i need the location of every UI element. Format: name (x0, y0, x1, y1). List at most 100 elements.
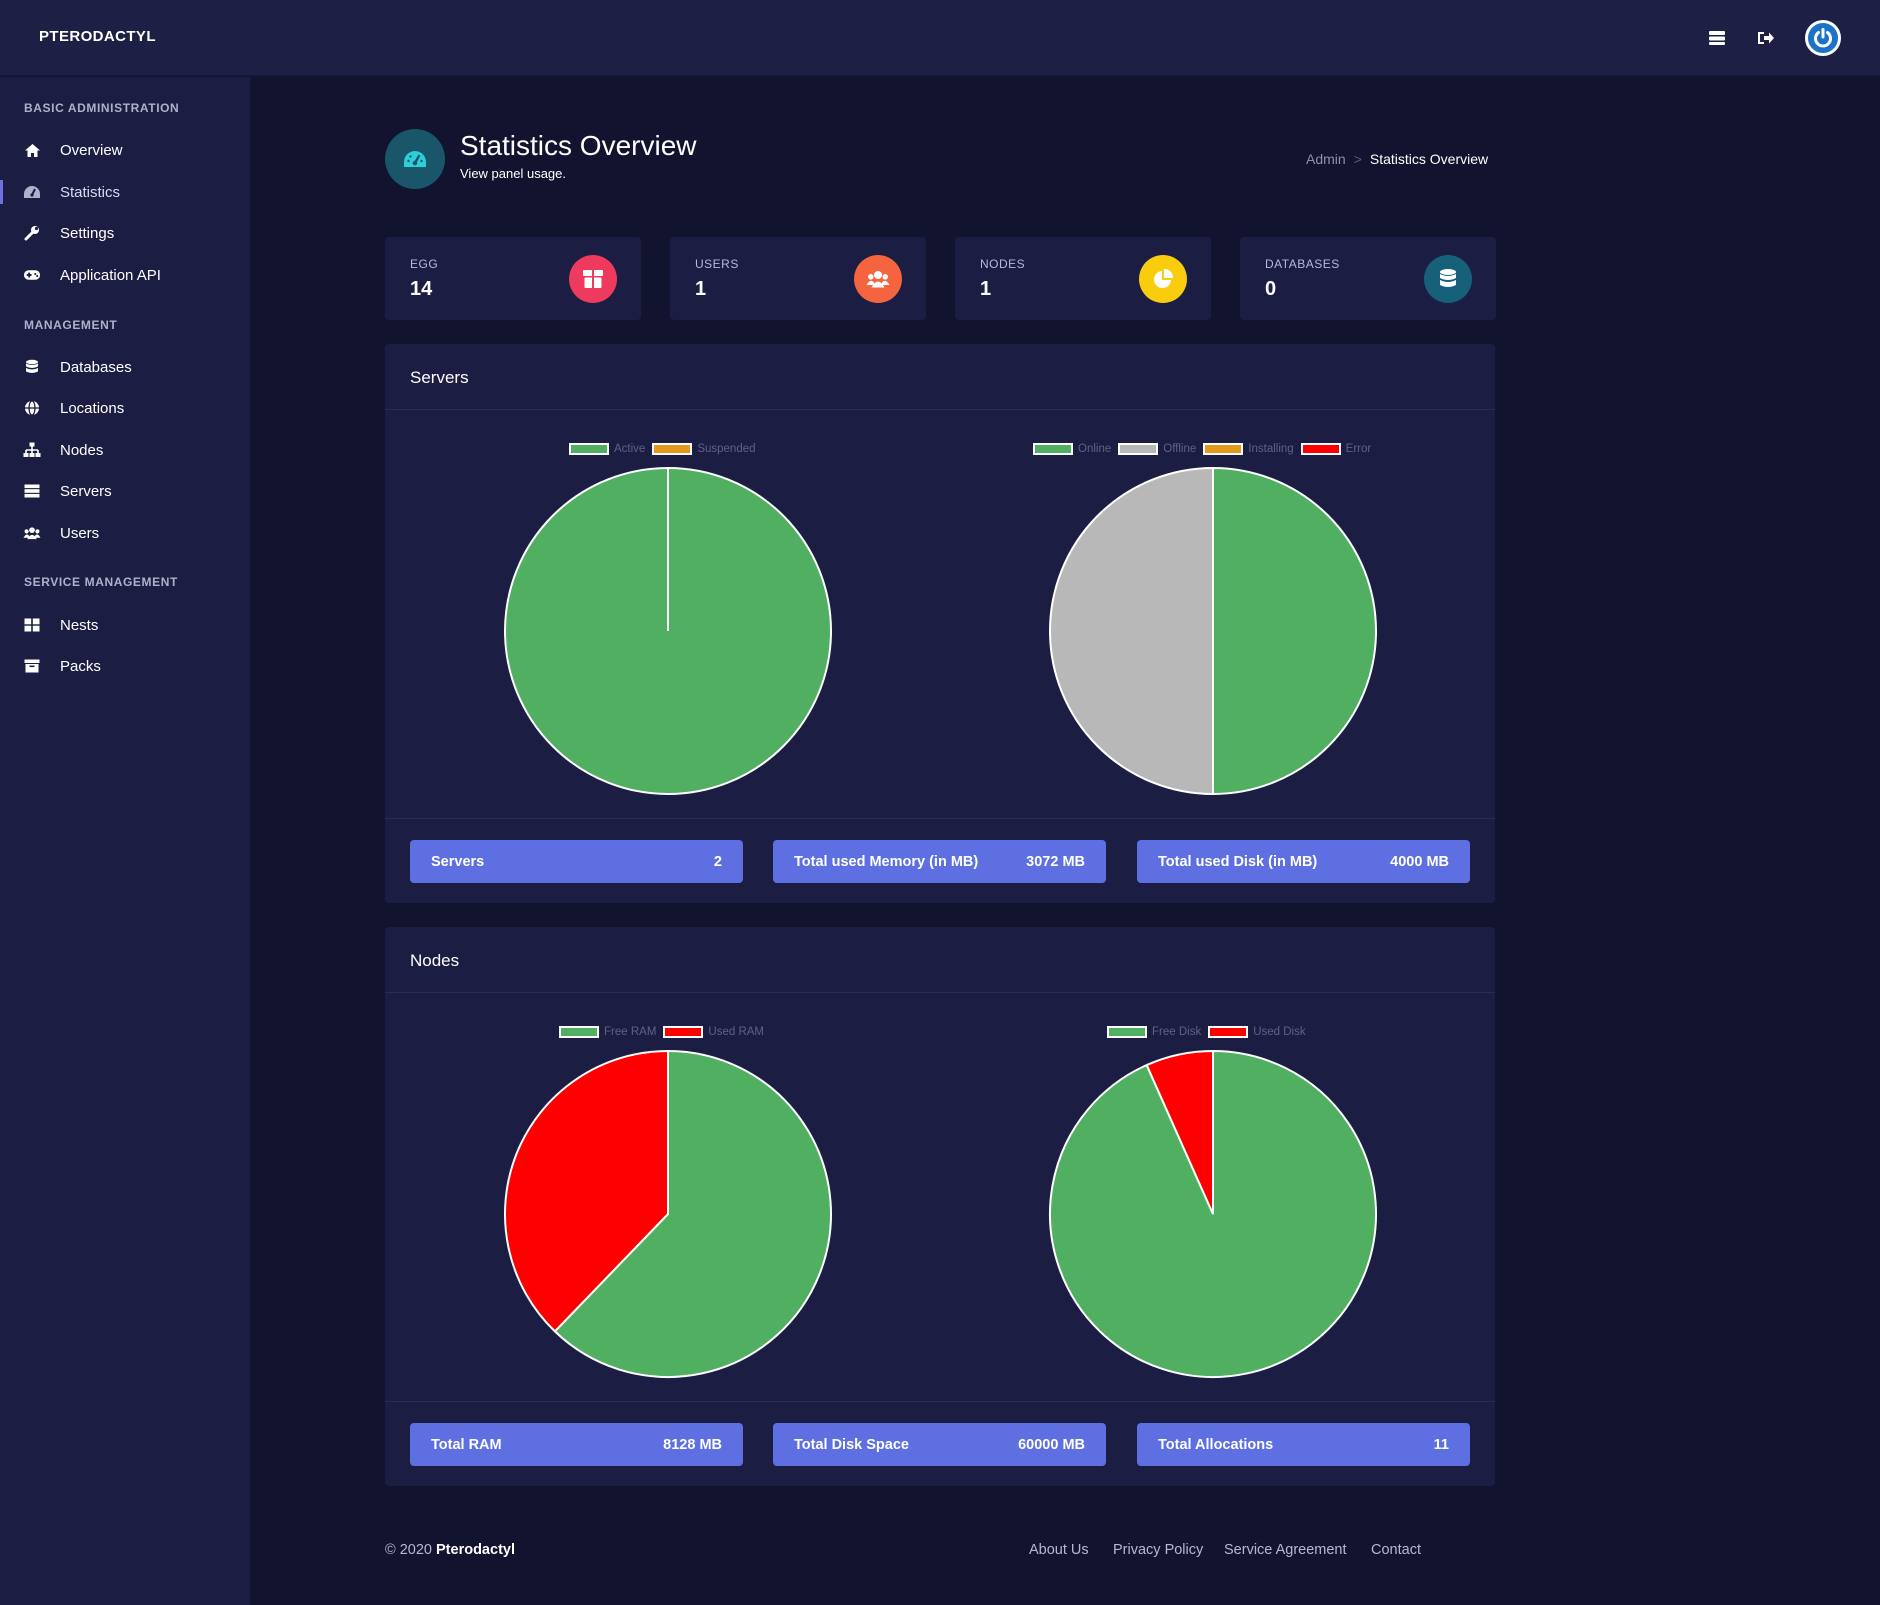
database-icon (1424, 255, 1472, 303)
legend-label: Free RAM (604, 1026, 657, 1038)
legend-label: Installing (1248, 443, 1294, 455)
stat-value: 14 (410, 278, 433, 300)
footer-link-privacy[interactable]: Privacy Policy (1113, 1542, 1204, 1558)
legend-swatch (1033, 443, 1073, 455)
breadcrumb-current: Statistics Overview (1369, 151, 1489, 167)
sidebar-item-users[interactable]: Users (0, 515, 250, 551)
nodes-panel: Nodes Free RAM Used RAM Free Disk Used Dis… (385, 927, 1495, 1486)
pie-slice-offline[interactable] (1049, 466, 1214, 796)
summary-memory-button[interactable]: Total used Memory (in MB) 3072 MB (773, 840, 1106, 883)
sidebar-item-label: Nodes (60, 441, 104, 459)
stat-card-egg: EGG 14 (385, 237, 641, 320)
page-subtitle: View panel usage. (460, 166, 567, 181)
pie-chart-node-disk (1049, 1049, 1377, 1378)
stat-label: NODES (980, 257, 1026, 271)
sidebar-item-label: Servers (60, 482, 112, 500)
brand-logo-text[interactable]: PTERODACTYL (39, 28, 156, 45)
legend-swatch (1118, 443, 1159, 455)
summary-total-disk-button[interactable]: Total Disk Space 60000 MB (773, 1423, 1106, 1466)
legend-label: Suspended (697, 443, 756, 455)
legend-entry-used-disk[interactable]: Used Disk (1208, 1026, 1306, 1038)
sidebar-item-label: Overview (60, 141, 123, 159)
legend-swatch (569, 443, 609, 455)
sidebar-item-servers[interactable]: Servers (0, 473, 250, 509)
legend-swatch (1208, 1026, 1249, 1038)
stat-card-nodes: NODES 1 (955, 237, 1211, 320)
pie-slice-used-disk[interactable] (1145, 1049, 1214, 1215)
summary-value: 3072 MB (1026, 853, 1085, 870)
footer-link-contact[interactable]: Contact (1371, 1542, 1421, 1558)
home-icon (23, 141, 41, 159)
sidebar-item-application-api[interactable]: Application API (0, 257, 250, 293)
summary-disk-button[interactable]: Total used Disk (in MB) 4000 MB (1137, 840, 1470, 883)
legend-label: Offline (1163, 443, 1197, 455)
stat-label: DATABASES (1265, 257, 1340, 271)
grid-icon (23, 616, 41, 634)
summary-total-ram-button[interactable]: Total RAM 8128 MB (410, 1423, 743, 1466)
summary-label: Total used Disk (in MB) (1158, 853, 1318, 870)
stat-label: USERS (695, 257, 739, 271)
pie-chart-node-ram (504, 1049, 832, 1378)
sidebar-item-settings[interactable]: Settings (0, 215, 250, 251)
legend-swatch (1300, 443, 1341, 455)
legend-entry-free-disk[interactable]: Free Disk (1107, 1026, 1201, 1038)
sidebar-item-overview[interactable]: Overview (0, 132, 250, 168)
sidebar-item-nodes[interactable]: Nodes (0, 432, 250, 468)
box-icon (569, 255, 617, 303)
pie-slice-free-ram[interactable] (553, 1049, 832, 1378)
breadcrumb-admin-link[interactable]: Admin (1306, 151, 1346, 167)
gamepad-icon (23, 266, 41, 284)
chart-legend-node-ram: Free RAM Used RAM (559, 1026, 771, 1038)
panel-title: Servers (410, 368, 469, 387)
dashboard-icon (23, 183, 41, 201)
legend-entry-online[interactable]: Online (1033, 443, 1111, 455)
legend-label: Used RAM (708, 1026, 765, 1038)
servers-panel: Servers Active Suspended Online Offline Ins… (385, 344, 1495, 903)
top-navbar: PTERODACTYL (0, 0, 1880, 76)
summary-value: 11 (1433, 1436, 1449, 1453)
sidebar-item-statistics[interactable]: Statistics (0, 174, 250, 210)
summary-value: 4000 MB (1390, 853, 1449, 870)
legend-label: Online (1078, 443, 1112, 455)
legend-entry-installing[interactable]: Installing (1203, 443, 1294, 455)
summary-label: Total Allocations (1158, 1436, 1274, 1453)
legend-swatch (1107, 1026, 1147, 1038)
page-title: Statistics Overview (460, 130, 697, 161)
legend-entry-used-ram[interactable]: Used RAM (663, 1026, 764, 1038)
servers-list-icon[interactable] (1705, 26, 1729, 50)
pie-slice-used-ram[interactable] (504, 1049, 669, 1333)
sidebar-item-databases[interactable]: Databases (0, 349, 250, 385)
logout-icon[interactable] (1753, 26, 1777, 50)
sidebar-item-label: Packs (60, 657, 101, 675)
footer-copyright-name[interactable]: Pterodactyl (436, 1542, 515, 1558)
legend-label: Active (614, 443, 646, 455)
sidebar-item-locations[interactable]: Locations (0, 390, 250, 426)
sidebar-item-label: Locations (60, 399, 125, 417)
legend-entry-suspended[interactable]: Suspended (652, 443, 756, 455)
sidebar-item-label: Settings (60, 224, 115, 242)
legend-entry-free-ram[interactable]: Free RAM (559, 1026, 656, 1038)
pie-slice-online[interactable] (1212, 466, 1377, 796)
sidebar-item-label: Application API (60, 266, 161, 284)
footer-link-service-agreement[interactable]: Service Agreement (1224, 1542, 1347, 1558)
sidebar-heading-service-management: SERVICE MANAGEMENT (24, 575, 178, 589)
legend-label: Used Disk (1253, 1026, 1306, 1038)
legend-entry-offline[interactable]: Offline (1118, 443, 1196, 455)
legend-entry-active[interactable]: Active (569, 443, 645, 455)
stat-label: EGG (410, 257, 439, 271)
database-icon (23, 358, 41, 376)
power-icon[interactable] (1805, 20, 1841, 56)
footer-link-about[interactable]: About Us (1029, 1542, 1089, 1558)
sidebar-item-label: Nests (60, 616, 99, 634)
summary-value: 60000 MB (1018, 1436, 1085, 1453)
sidebar-item-label: Statistics (60, 183, 121, 201)
sidebar-heading-management: MANAGEMENT (24, 318, 118, 332)
panel-title: Nodes (410, 951, 460, 970)
summary-value: 8128 MB (663, 1436, 722, 1453)
sidebar-item-nests[interactable]: Nests (0, 607, 250, 643)
legend-entry-error[interactable]: Error (1300, 443, 1371, 455)
summary-label: Servers (431, 853, 485, 870)
sidebar-item-packs[interactable]: Packs (0, 648, 250, 684)
summary-servers-button[interactable]: Servers 2 (410, 840, 743, 883)
summary-total-allocations-button[interactable]: Total Allocations 11 (1137, 1423, 1470, 1466)
